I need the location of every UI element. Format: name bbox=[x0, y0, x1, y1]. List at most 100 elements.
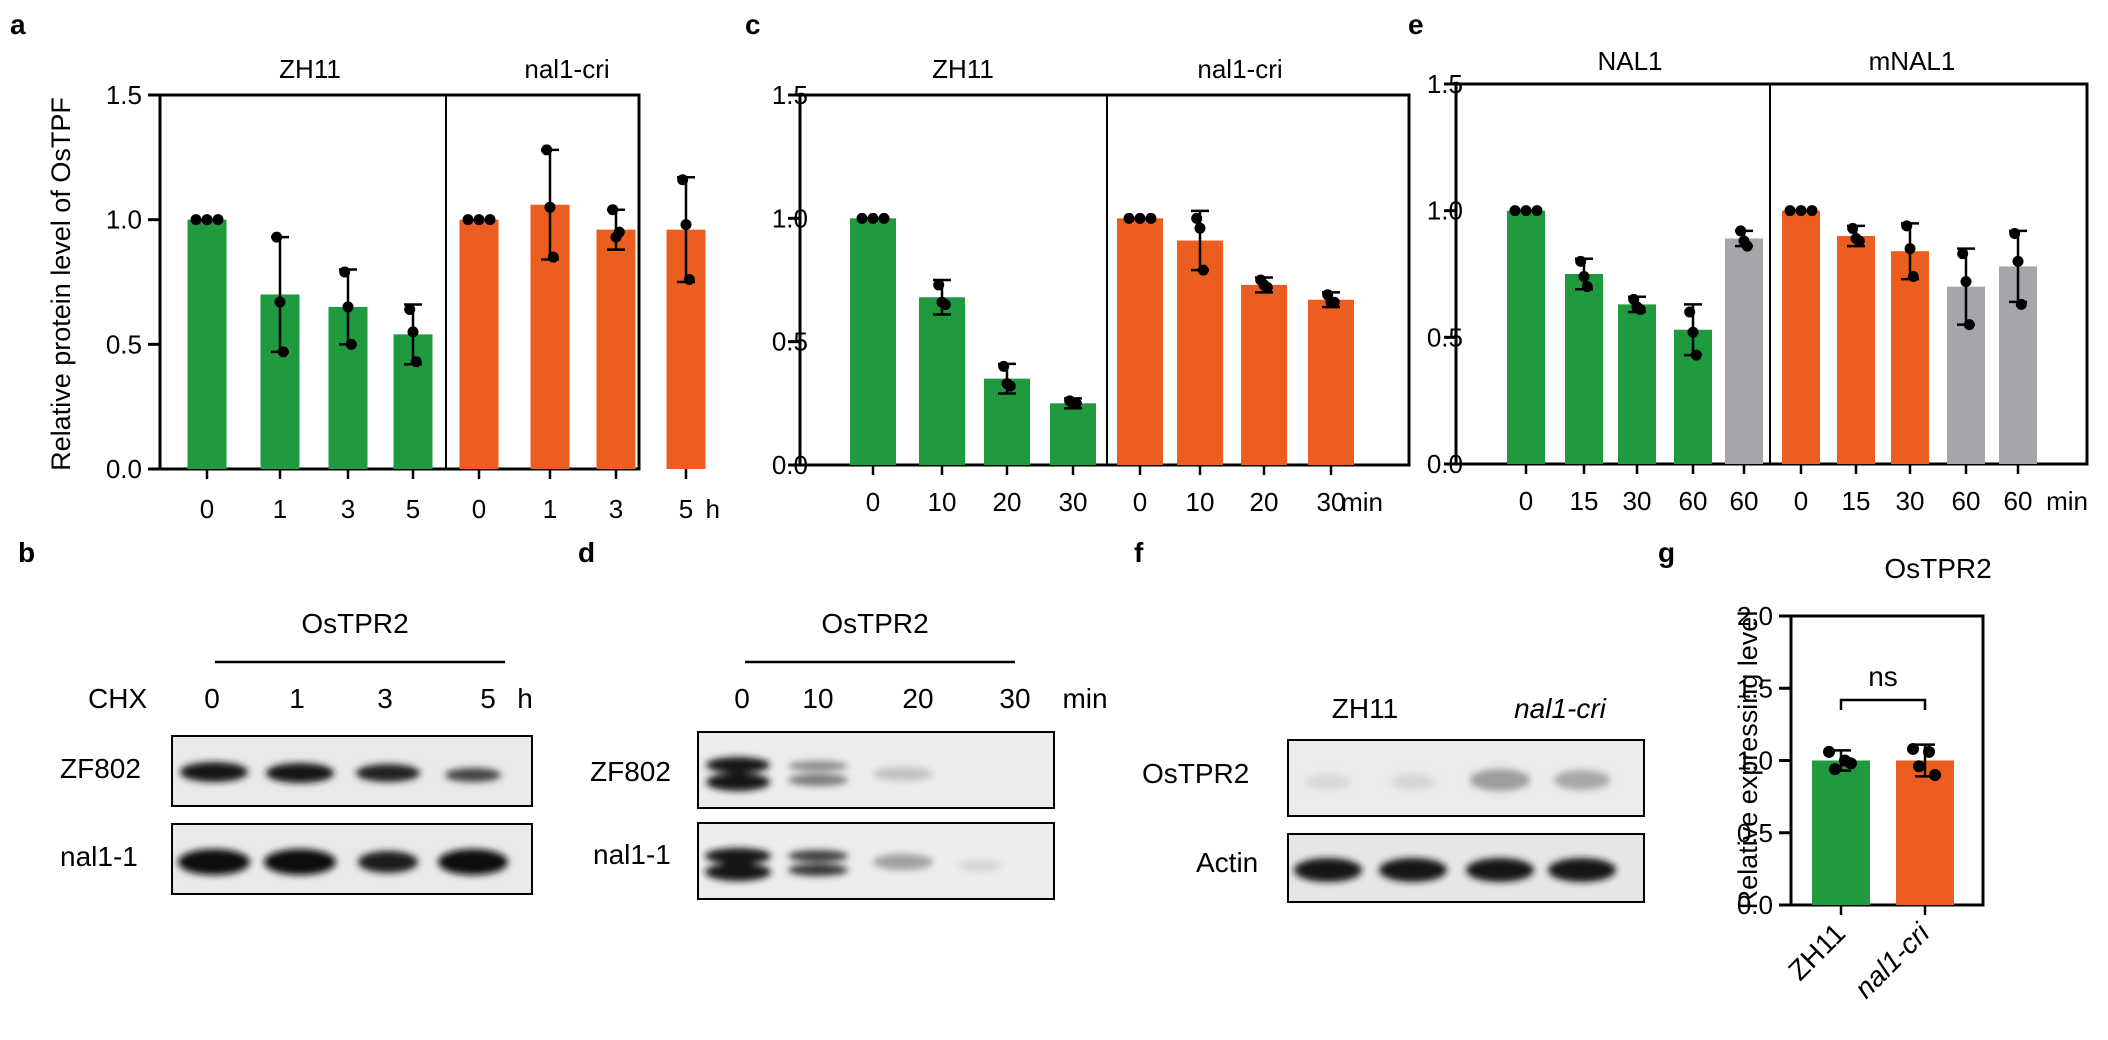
x-tick-label: 30 bbox=[1059, 487, 1088, 517]
y-tick-label: 0.0 bbox=[1427, 449, 1463, 479]
panel-b-time-0: 0 bbox=[204, 683, 220, 714]
data-point bbox=[1829, 763, 1841, 776]
x-tick-label: 10 bbox=[1186, 487, 1215, 517]
data-point bbox=[190, 214, 202, 226]
x-tick-label: 0 bbox=[1133, 487, 1147, 517]
x-tick-label: 20 bbox=[993, 487, 1022, 517]
x-tick-label: 10 bbox=[928, 487, 957, 517]
panel-b-unit: h bbox=[517, 683, 533, 714]
band-d5 bbox=[873, 767, 933, 781]
data-point bbox=[1795, 205, 1807, 217]
panel-letter-d: d bbox=[578, 537, 595, 568]
data-point bbox=[1123, 212, 1135, 224]
data-point bbox=[1741, 240, 1753, 252]
panel-letter-a: a bbox=[10, 9, 26, 40]
y-tick-label: 0.0 bbox=[1737, 890, 1773, 920]
y-tick-label: 0.5 bbox=[772, 327, 808, 357]
data-point bbox=[1145, 212, 1157, 224]
x-tick-label: nal1-cri bbox=[1848, 917, 1935, 1004]
band-d3 bbox=[788, 761, 848, 771]
data-point bbox=[613, 226, 625, 238]
data-point bbox=[2012, 255, 2024, 267]
band-d2 bbox=[706, 773, 770, 791]
x-tick-label: 30 bbox=[1896, 486, 1925, 516]
band-d8 bbox=[788, 850, 848, 862]
bar bbox=[1177, 240, 1223, 465]
data-point bbox=[1004, 380, 1016, 392]
panel-b-row-label-2: nal1-1 bbox=[60, 841, 138, 872]
data-point bbox=[1960, 276, 1972, 288]
x-tick-label: 0 bbox=[1519, 486, 1533, 516]
data-point bbox=[342, 301, 354, 313]
data-point bbox=[484, 214, 496, 226]
x-tick-label: 1 bbox=[273, 494, 287, 524]
data-point bbox=[404, 303, 416, 315]
y-tick-label: 1.5 bbox=[1737, 673, 1773, 703]
data-point bbox=[1581, 281, 1593, 293]
band-b3 bbox=[356, 764, 420, 782]
band-f5 bbox=[1294, 858, 1362, 882]
data-point bbox=[2009, 227, 2021, 239]
data-point bbox=[933, 279, 945, 291]
y-tick-label: 1.5 bbox=[1427, 69, 1463, 99]
x-unit-label: h bbox=[706, 494, 720, 524]
band-b1 bbox=[180, 762, 248, 782]
bar bbox=[1725, 238, 1763, 464]
y-tick-label: 0.5 bbox=[1427, 322, 1463, 352]
data-point bbox=[1687, 326, 1699, 338]
bar bbox=[850, 218, 896, 465]
bar bbox=[187, 219, 227, 469]
group-title: ZH11 bbox=[932, 54, 994, 84]
data-point bbox=[473, 214, 485, 226]
data-point bbox=[410, 356, 422, 368]
panel-d-time-3: 30 bbox=[999, 683, 1030, 714]
panel-b-treatment: CHX bbox=[88, 683, 147, 714]
panel-b-time-1: 1 bbox=[289, 683, 305, 714]
data-point bbox=[1634, 303, 1646, 315]
data-point bbox=[1907, 742, 1919, 755]
data-point bbox=[1845, 757, 1857, 770]
x-tick-label: 60 bbox=[1730, 486, 1759, 516]
x-tick-label: 0 bbox=[472, 494, 486, 524]
band-f7 bbox=[1466, 858, 1534, 882]
x-tick-label: 0 bbox=[866, 487, 880, 517]
panel-d-time-0: 0 bbox=[734, 683, 750, 714]
band-b5 bbox=[178, 849, 250, 875]
data-point bbox=[677, 174, 689, 186]
panel-f-col-1: ZH11 bbox=[1332, 693, 1398, 724]
bar bbox=[1050, 403, 1096, 465]
band-b2 bbox=[266, 763, 334, 783]
data-point bbox=[1784, 205, 1796, 217]
data-point bbox=[998, 360, 1010, 372]
data-point bbox=[1823, 745, 1835, 758]
x-tick-label: 0 bbox=[200, 494, 214, 524]
data-point bbox=[1963, 319, 1975, 331]
panel-letter-e: e bbox=[1408, 9, 1424, 40]
x-tick-label: 60 bbox=[1952, 486, 1981, 516]
band-d4 bbox=[788, 774, 848, 786]
chart-panel-e: 0.0 0.5 1.0 1.5 NAL1 mNAL1 0 15 30 60 60 0 15 30 60 60 m… bbox=[1427, 46, 2089, 516]
bar bbox=[1507, 210, 1545, 464]
panel-d-row-label-1: ZF802 bbox=[590, 756, 671, 787]
data-point bbox=[1578, 271, 1590, 283]
panel-b-title: OsTPR2 bbox=[301, 608, 408, 639]
plot-frame bbox=[1454, 82, 2089, 466]
bar bbox=[1812, 760, 1870, 905]
group-title: ZH11 bbox=[279, 54, 341, 84]
data-point bbox=[1520, 205, 1532, 217]
panel-letter-g: g bbox=[1658, 537, 1675, 568]
panel-b-time-2: 3 bbox=[377, 683, 393, 714]
data-point bbox=[680, 219, 692, 231]
panel-f-blot: ZH11 nal1-cri OsTPR2 Actin bbox=[1142, 693, 1645, 903]
group-title: nal1-cri bbox=[524, 54, 609, 84]
y-tick-label: 1.0 bbox=[1737, 746, 1773, 776]
x-tick-label: 0 bbox=[1794, 486, 1808, 516]
data-point bbox=[277, 346, 289, 358]
bar bbox=[1241, 284, 1287, 465]
x-tick-label: 60 bbox=[1679, 486, 1708, 516]
panel-b-row-label-1: ZF802 bbox=[60, 753, 141, 784]
